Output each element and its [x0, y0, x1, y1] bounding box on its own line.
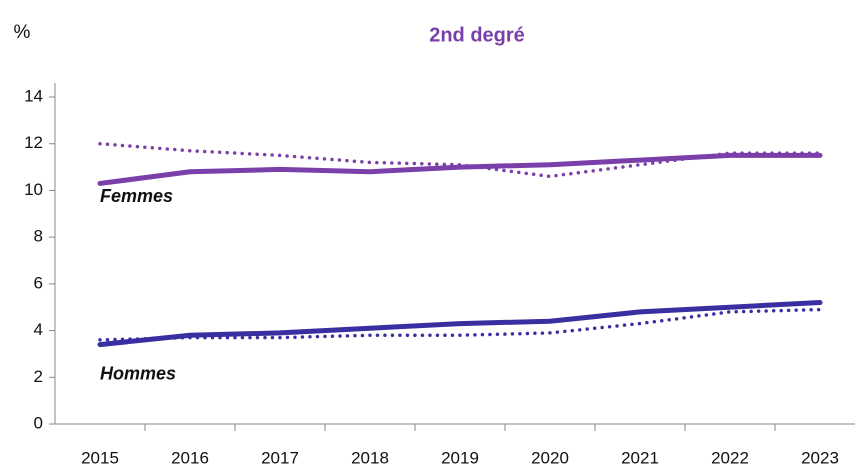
- x-tick-label: 2015: [81, 448, 119, 467]
- x-tick-label: 2022: [711, 448, 749, 467]
- x-tick-label: 2021: [621, 448, 659, 467]
- y-tick-label: 2: [34, 367, 43, 386]
- x-tick-label: 2019: [441, 448, 479, 467]
- series-line: [98, 307, 822, 342]
- x-tick-label: 2020: [531, 448, 569, 467]
- series-line: [98, 141, 822, 179]
- x-tick-label: 2018: [351, 448, 389, 467]
- y-tick-label: 14: [24, 86, 43, 105]
- y-axis-label: %: [14, 22, 31, 43]
- annotation: Femmes: [100, 186, 173, 206]
- y-tick-label: 4: [34, 320, 43, 339]
- series-line: [97, 300, 823, 348]
- chart-title: 2nd degré: [429, 24, 525, 46]
- y-tick-label: 12: [24, 133, 43, 152]
- y-tick-label: 0: [34, 413, 43, 432]
- y-tick-label: 6: [34, 273, 43, 292]
- series-line: [97, 152, 823, 186]
- x-tick-label: 2017: [261, 448, 299, 467]
- x-tick-label: 2023: [801, 448, 839, 467]
- y-tick-label: 8: [34, 227, 43, 246]
- x-tick-label: 2016: [171, 448, 209, 467]
- y-tick-label: 10: [24, 180, 43, 199]
- annotation: Hommes: [100, 364, 176, 384]
